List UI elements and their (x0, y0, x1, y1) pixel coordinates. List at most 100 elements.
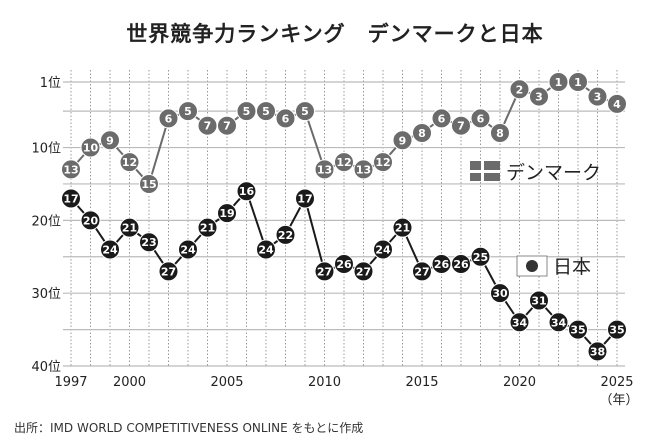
data-label: 22 (278, 229, 293, 242)
data-point (509, 312, 530, 333)
data-label: 8 (496, 127, 504, 140)
data-point (119, 217, 140, 238)
data-point (100, 239, 120, 260)
data-point (353, 159, 374, 180)
data-label: 17 (63, 193, 78, 206)
data-point (353, 261, 374, 282)
data-label: 6 (165, 112, 173, 125)
data-label: 34 (512, 316, 528, 329)
data-label: 31 (531, 294, 546, 307)
data-point (275, 224, 296, 245)
data-point (139, 232, 159, 253)
chart-title: 世界競争力ランキング デンマークと日本 (126, 22, 544, 46)
y-tick-label: 1位 (40, 76, 61, 91)
data-point (587, 86, 608, 107)
data-label: 24 (258, 243, 274, 256)
data-label: 24 (102, 243, 118, 256)
legend-label: デンマーク (506, 162, 601, 184)
data-point (100, 130, 120, 151)
data-point (178, 239, 198, 260)
data-label: 35 (609, 324, 624, 337)
y-tick-label: 10位 (31, 142, 61, 157)
data-point (256, 101, 276, 122)
data-label: 23 (141, 236, 156, 249)
data-point (61, 159, 81, 180)
data-label: 6 (438, 112, 446, 125)
x-axis-unit: （年） (599, 393, 638, 408)
data-point (451, 254, 471, 275)
data-label: 26 (453, 258, 469, 271)
y-tick-label: 40位 (31, 360, 61, 375)
data-label: 9 (106, 134, 114, 147)
data-point (568, 319, 588, 340)
data-label: 5 (184, 105, 192, 118)
data-point (158, 108, 179, 129)
y-tick-label: 20位 (31, 214, 61, 229)
data-label: 24 (375, 243, 391, 256)
x-tick-label: 2005 (210, 375, 243, 390)
data-point (119, 152, 140, 173)
data-label: 34 (551, 316, 567, 329)
data-label: 7 (204, 120, 212, 133)
data-label: 13 (63, 163, 78, 176)
data-point (568, 72, 588, 92)
data-label: 20 (83, 214, 99, 227)
data-point (412, 261, 432, 282)
data-point (607, 319, 627, 340)
data-label: 12 (122, 156, 137, 169)
data-point (529, 290, 549, 311)
data-label: 3 (535, 91, 543, 104)
legend-label: 日本 (553, 256, 591, 278)
data-label: 27 (161, 265, 176, 278)
data-label: 9 (399, 134, 407, 147)
data-point (217, 115, 237, 136)
data-label: 5 (301, 105, 309, 118)
data-label: 38 (590, 345, 605, 358)
y-tick-label: 30位 (31, 287, 61, 302)
data-label: 25 (473, 251, 488, 264)
data-point (548, 312, 569, 333)
data-label: 1 (574, 76, 582, 89)
x-tick-label: 2025 (600, 375, 633, 390)
data-label: 13 (317, 163, 332, 176)
data-point (80, 137, 101, 158)
data-label: 21 (395, 222, 410, 235)
data-point (314, 261, 335, 282)
data-point (61, 188, 81, 209)
data-label: 6 (477, 112, 485, 125)
data-point (295, 188, 315, 209)
data-label: 27 (317, 265, 332, 278)
data-point (451, 115, 471, 136)
x-tick-label: 2010 (308, 375, 341, 390)
data-label: 1 (555, 76, 563, 89)
data-label: 26 (336, 258, 352, 271)
data-point (314, 159, 335, 180)
data-label: 21 (122, 222, 137, 235)
data-point (607, 93, 627, 114)
source-note: 出所：IMD WORLD COMPETITIVENESS ONLINE をもとに… (14, 421, 364, 435)
x-tick-label: 2000 (113, 375, 146, 390)
series-japan: 17 20 24 21 23 27 24 21 19 16 24 22 17 27 26 27 24 21 27 26… (61, 181, 627, 362)
data-point (295, 101, 315, 122)
data-point (470, 246, 491, 267)
data-point (529, 86, 549, 107)
data-label: 30 (492, 287, 508, 300)
data-point (587, 341, 608, 362)
data-label: 15 (141, 178, 156, 191)
data-label: 19 (219, 207, 234, 220)
flag-cross (470, 170, 500, 173)
data-label: 7 (457, 120, 465, 133)
x-tick-label: 2015 (405, 375, 438, 390)
data-label: 8 (418, 127, 426, 140)
data-label: 35 (570, 324, 585, 337)
data-point (236, 181, 257, 202)
data-point (334, 152, 354, 173)
data-point (392, 217, 413, 238)
data-label: 7 (223, 120, 231, 133)
data-point (334, 254, 354, 275)
legend-denmark: デンマーク (470, 161, 601, 184)
data-label: 16 (239, 185, 255, 198)
data-label: 10 (83, 142, 99, 155)
legend-japan: 日本 (516, 255, 591, 278)
